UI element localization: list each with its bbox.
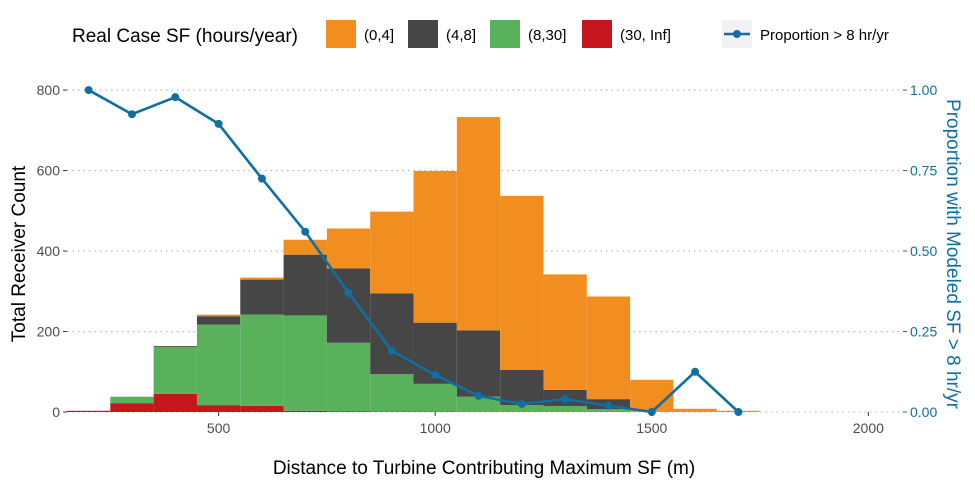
bar bbox=[586, 296, 631, 400]
legend-swatch bbox=[582, 20, 612, 48]
bar bbox=[196, 314, 241, 317]
bar bbox=[110, 403, 154, 412]
bar bbox=[326, 268, 371, 343]
proportion-line bbox=[84, 86, 743, 416]
y-tick-label: 200 bbox=[37, 324, 61, 340]
proportion-point bbox=[517, 399, 526, 408]
bar bbox=[370, 374, 414, 412]
histogram-bars bbox=[67, 117, 761, 412]
y2-tick-label: 0.50 bbox=[910, 243, 937, 259]
proportion-point bbox=[691, 367, 700, 376]
proportion-line-path bbox=[88, 88, 740, 414]
proportion-point bbox=[431, 370, 440, 379]
bar bbox=[240, 314, 284, 406]
proportion-point bbox=[171, 93, 180, 102]
legend-item: (30, Inf] bbox=[582, 20, 671, 48]
y-axis-title: Total Receiver Count bbox=[9, 165, 30, 342]
legend-item: Proportion > 8 hr/yr bbox=[722, 20, 889, 48]
bar bbox=[67, 410, 111, 412]
bar bbox=[283, 315, 327, 411]
bar bbox=[500, 369, 544, 406]
bar bbox=[456, 117, 501, 331]
bar bbox=[326, 228, 371, 269]
axes: 0 200 400 600 800 500 1000 1500 2000 0.00 0.25 0.50… bbox=[37, 82, 938, 436]
bar bbox=[240, 277, 284, 280]
legend-swatch bbox=[408, 20, 438, 48]
proportion-point bbox=[604, 401, 613, 410]
legend-label: (30, Inf] bbox=[620, 27, 671, 44]
y2-tick-label: 0.75 bbox=[910, 163, 937, 179]
bar bbox=[153, 393, 197, 412]
bar bbox=[240, 279, 284, 315]
bar bbox=[500, 195, 544, 370]
bar bbox=[283, 410, 327, 412]
proportion-point bbox=[84, 86, 93, 95]
legend-swatch bbox=[490, 20, 520, 48]
proportion-point bbox=[561, 395, 570, 404]
proportion-point bbox=[387, 346, 396, 355]
x-tick-label: 1500 bbox=[636, 420, 667, 436]
proportion-point bbox=[257, 174, 266, 183]
x-tick-label: 500 bbox=[207, 420, 231, 436]
y2-tick-label: 0.00 bbox=[910, 404, 937, 420]
y2-axis-title: Proportion with Modeled SF > 8 hr/yr bbox=[942, 99, 963, 410]
bar bbox=[283, 254, 327, 316]
bar bbox=[196, 316, 241, 325]
x-tick-label: 1000 bbox=[420, 420, 451, 436]
bar bbox=[630, 379, 674, 412]
legend-item: (8,30] bbox=[490, 20, 566, 48]
legend-label: (4,8] bbox=[446, 27, 476, 44]
bar bbox=[240, 405, 284, 412]
proportion-point bbox=[301, 227, 310, 236]
legend: Real Case SF (hours/year) (0,4] (4,8] (8,3… bbox=[72, 20, 889, 48]
legend-label: (8,30] bbox=[528, 27, 566, 44]
bar bbox=[586, 409, 631, 412]
x-tick-label: 2000 bbox=[853, 420, 884, 436]
bar bbox=[326, 342, 371, 412]
bar bbox=[456, 396, 501, 412]
y-tick-label: 600 bbox=[37, 163, 61, 179]
bar bbox=[326, 411, 371, 412]
bar bbox=[153, 346, 197, 394]
bar bbox=[283, 239, 327, 255]
bar bbox=[153, 346, 197, 347]
proportion-point bbox=[214, 119, 223, 128]
bar bbox=[500, 405, 544, 412]
proportion-point bbox=[127, 110, 136, 119]
proportion-point bbox=[474, 391, 483, 400]
bar bbox=[456, 330, 501, 397]
y-tick-label: 800 bbox=[37, 82, 61, 98]
bar bbox=[543, 274, 587, 390]
y2-tick-label: 1.00 bbox=[910, 82, 937, 98]
bar bbox=[673, 408, 717, 412]
bar bbox=[110, 396, 154, 404]
bar bbox=[196, 405, 241, 412]
bar bbox=[413, 383, 457, 412]
y-tick-label: 400 bbox=[37, 243, 61, 259]
legend-point bbox=[733, 30, 741, 38]
bar bbox=[543, 405, 587, 412]
legend-item: (4,8] bbox=[408, 20, 476, 48]
proportion-point bbox=[344, 288, 353, 297]
bar bbox=[370, 293, 414, 375]
bar bbox=[370, 211, 414, 294]
x-axis-title: Distance to Turbine Contributing Maximum… bbox=[273, 458, 695, 479]
legend-title: Real Case SF (hours/year) bbox=[72, 26, 298, 47]
y2-tick-label: 0.25 bbox=[910, 324, 937, 340]
legend-swatch bbox=[326, 20, 356, 48]
y-tick-label: 0 bbox=[52, 404, 60, 420]
legend-item: (0,4] bbox=[326, 20, 394, 48]
bar bbox=[196, 324, 241, 406]
bar bbox=[413, 170, 457, 323]
legend-label: Proportion > 8 hr/yr bbox=[760, 27, 889, 44]
legend-label: (0,4] bbox=[364, 27, 394, 44]
proportion-point bbox=[734, 408, 743, 416]
